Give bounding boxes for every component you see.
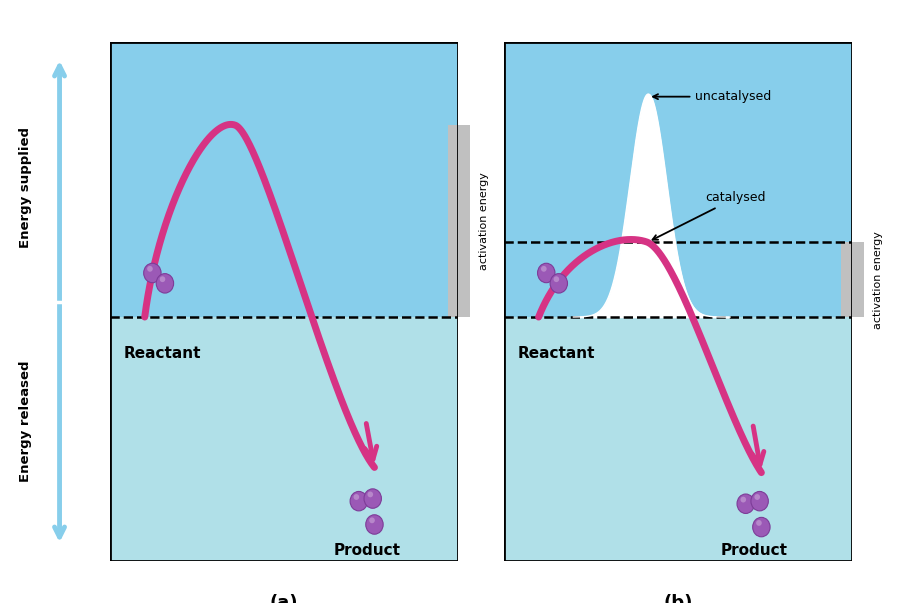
Ellipse shape [740, 497, 747, 502]
Ellipse shape [551, 274, 568, 293]
Ellipse shape [159, 276, 165, 282]
Ellipse shape [367, 491, 373, 497]
Ellipse shape [755, 494, 760, 500]
Text: Product: Product [721, 543, 788, 558]
Text: (a): (a) [269, 595, 299, 603]
Ellipse shape [144, 264, 161, 283]
Bar [842, 242, 864, 317]
Ellipse shape [365, 515, 383, 534]
Ellipse shape [147, 266, 153, 272]
Text: Energy released: Energy released [19, 360, 32, 482]
Ellipse shape [157, 274, 174, 293]
Bar [110, 317, 458, 561]
Bar [504, 42, 852, 317]
Ellipse shape [753, 517, 770, 537]
Bar [504, 317, 852, 561]
Ellipse shape [756, 520, 762, 526]
Bar [448, 125, 470, 317]
Ellipse shape [354, 494, 359, 500]
Ellipse shape [737, 494, 755, 514]
Text: Reactant: Reactant [518, 346, 594, 361]
Ellipse shape [364, 489, 381, 508]
Bar [110, 42, 458, 317]
Text: catalysed: catalysed [652, 191, 766, 240]
Ellipse shape [350, 491, 367, 511]
Ellipse shape [553, 276, 559, 282]
Text: uncatalysed: uncatalysed [653, 90, 771, 103]
Ellipse shape [538, 264, 555, 283]
Text: activation energy: activation energy [873, 231, 883, 329]
Text: (b): (b) [663, 595, 692, 603]
Text: Reactant: Reactant [124, 346, 201, 361]
Text: Product: Product [334, 543, 401, 558]
Ellipse shape [751, 491, 769, 511]
Ellipse shape [541, 266, 547, 272]
Text: activation energy: activation energy [479, 172, 489, 270]
Ellipse shape [369, 517, 375, 523]
Text: Energy supplied: Energy supplied [19, 127, 32, 248]
